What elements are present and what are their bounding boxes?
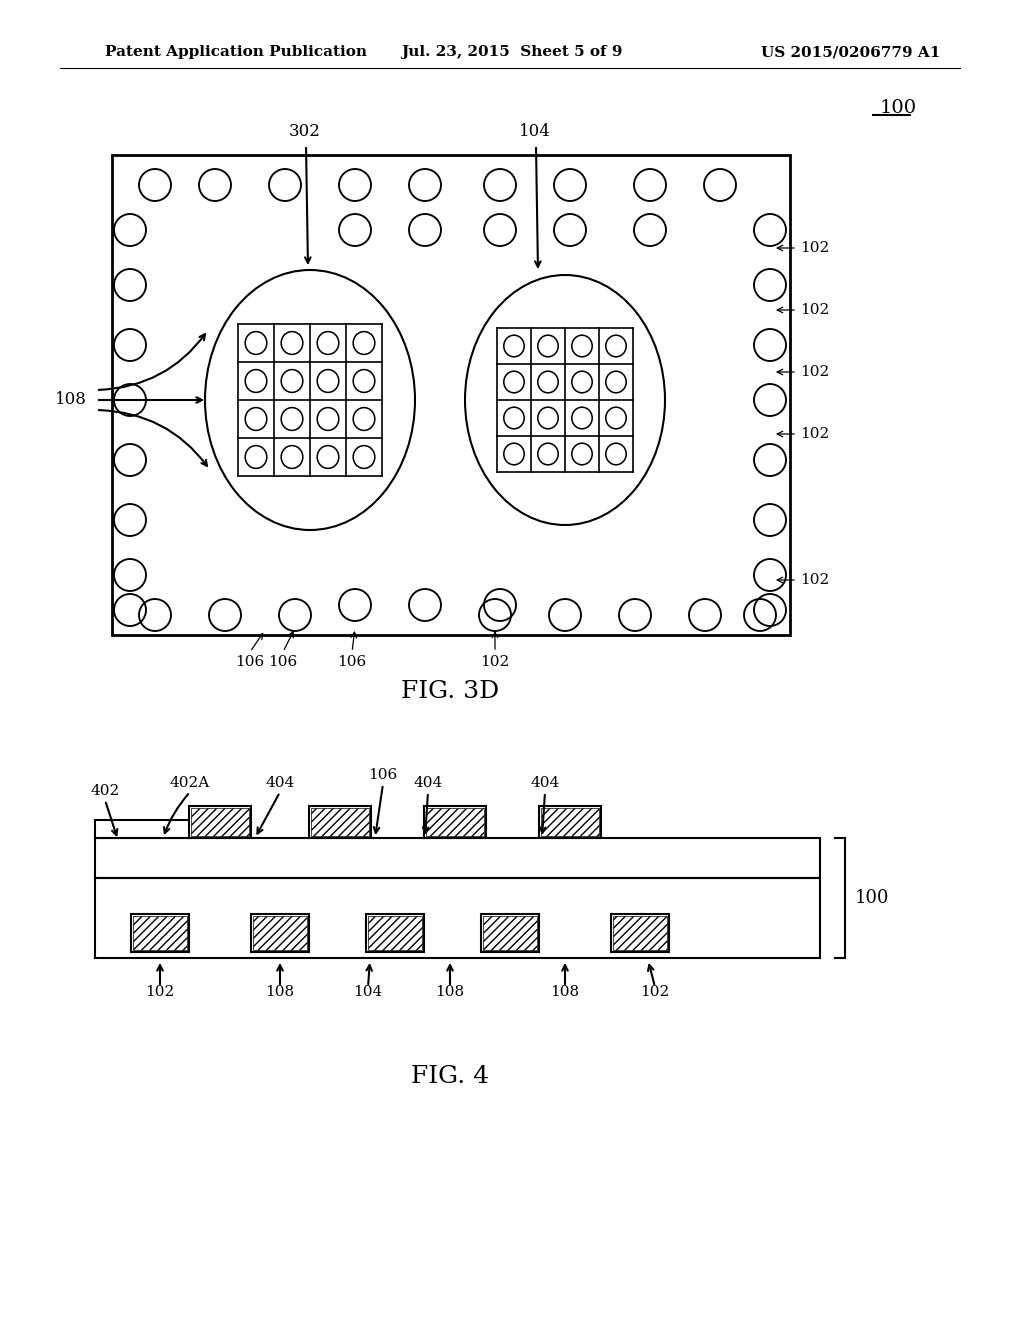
Bar [189, 807, 251, 838]
Bar [253, 916, 307, 950]
Text: 106: 106 [337, 655, 367, 669]
Text: 102: 102 [800, 573, 829, 587]
Text: 404: 404 [265, 776, 295, 789]
Bar [611, 913, 669, 952]
Bar [481, 913, 539, 952]
Bar [613, 916, 667, 950]
Bar [424, 807, 486, 838]
Bar [95, 878, 820, 958]
Text: FIG. 4: FIG. 4 [411, 1065, 489, 1088]
Bar [131, 913, 189, 952]
Bar [95, 820, 190, 838]
Text: 108: 108 [265, 985, 295, 999]
Bar [112, 154, 790, 635]
Bar [191, 808, 249, 836]
Bar [483, 916, 537, 950]
Text: 104: 104 [353, 985, 383, 999]
Bar [426, 808, 484, 836]
Text: 104: 104 [519, 123, 551, 140]
Bar [95, 838, 820, 878]
Text: 100: 100 [880, 99, 918, 117]
Text: 108: 108 [55, 392, 87, 408]
Text: 106: 106 [369, 768, 397, 781]
Text: 402A: 402A [170, 776, 210, 789]
Text: 102: 102 [800, 426, 829, 441]
Text: 404: 404 [414, 776, 442, 789]
Text: US 2015/0206779 A1: US 2015/0206779 A1 [761, 45, 940, 59]
Text: 102: 102 [800, 242, 829, 255]
Bar [311, 808, 369, 836]
Text: 404: 404 [530, 776, 560, 789]
Text: 102: 102 [640, 985, 670, 999]
Text: 100: 100 [855, 888, 890, 907]
Text: 102: 102 [480, 655, 510, 669]
Text: FIG. 3D: FIG. 3D [400, 680, 499, 704]
Bar [251, 913, 309, 952]
Text: 102: 102 [800, 366, 829, 379]
Text: 402: 402 [90, 784, 120, 799]
Bar [309, 807, 371, 838]
Bar [368, 916, 422, 950]
Bar [541, 808, 599, 836]
Bar [539, 807, 601, 838]
Text: 102: 102 [145, 985, 175, 999]
Text: 102: 102 [800, 304, 829, 317]
Text: 108: 108 [435, 985, 465, 999]
Text: Patent Application Publication: Patent Application Publication [105, 45, 367, 59]
Text: 106: 106 [268, 655, 298, 669]
Bar [133, 916, 187, 950]
Text: 106: 106 [236, 655, 264, 669]
Text: 302: 302 [289, 123, 321, 140]
Bar [366, 913, 424, 952]
Text: Jul. 23, 2015  Sheet 5 of 9: Jul. 23, 2015 Sheet 5 of 9 [401, 45, 623, 59]
Text: 108: 108 [551, 985, 580, 999]
